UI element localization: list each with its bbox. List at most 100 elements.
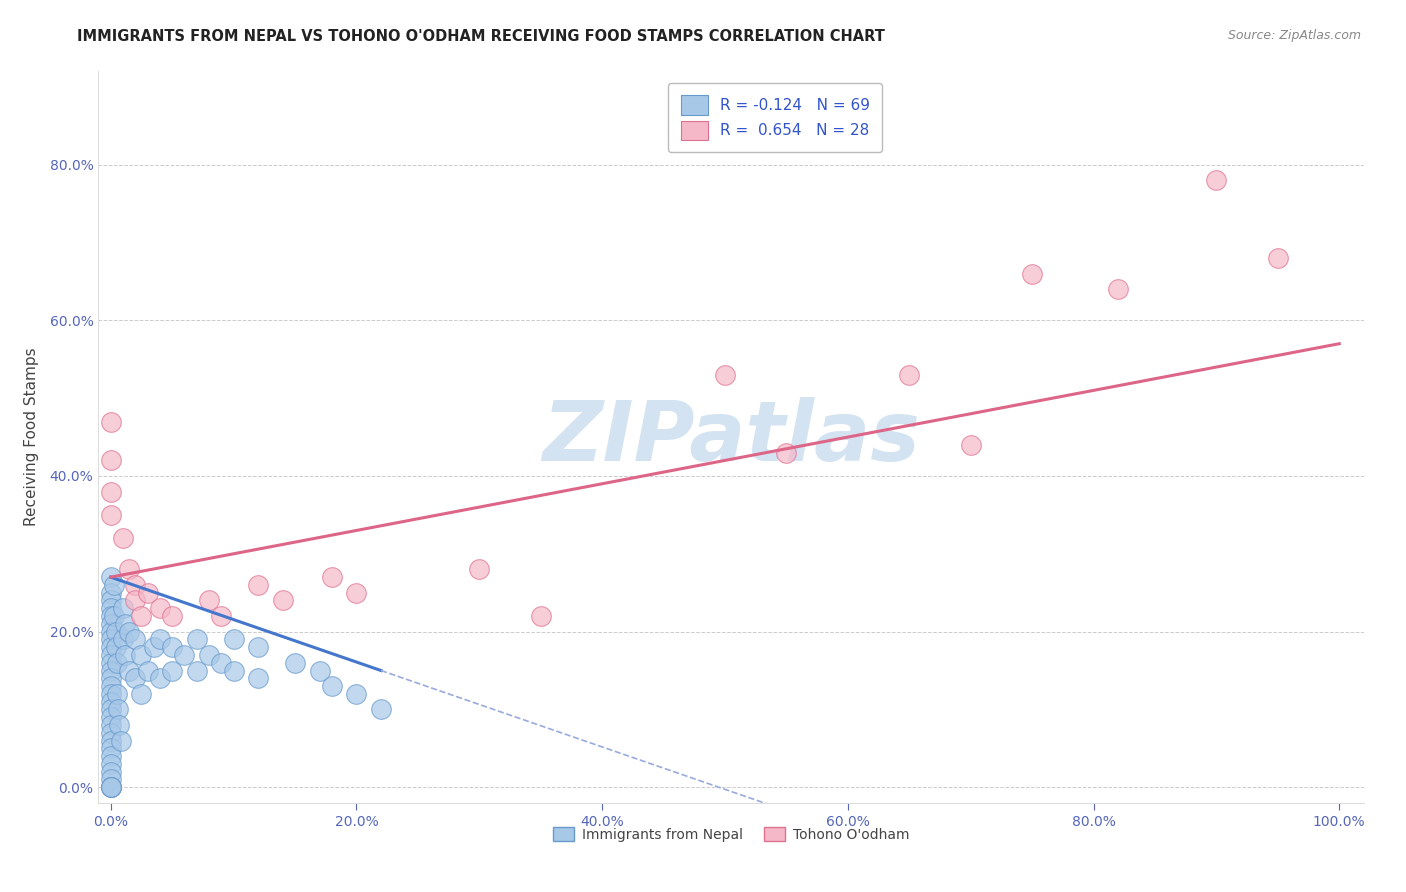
Point bbox=[468, 562, 491, 576]
Point bbox=[198, 648, 221, 662]
Point bbox=[124, 593, 146, 607]
Point bbox=[100, 733, 122, 747]
Point bbox=[284, 656, 307, 670]
Point bbox=[530, 609, 553, 624]
Point bbox=[136, 585, 159, 599]
Point bbox=[131, 609, 153, 624]
Point bbox=[100, 616, 122, 631]
Point bbox=[186, 632, 208, 647]
Point bbox=[105, 656, 128, 670]
Point bbox=[100, 632, 122, 647]
Point bbox=[271, 593, 294, 607]
Point bbox=[100, 679, 122, 693]
Point bbox=[136, 664, 159, 678]
Point bbox=[114, 648, 136, 662]
Point bbox=[222, 664, 245, 678]
Point bbox=[308, 664, 330, 678]
Point bbox=[1107, 282, 1129, 296]
Point bbox=[100, 648, 122, 662]
Point bbox=[100, 484, 122, 499]
Point bbox=[111, 531, 134, 545]
Point bbox=[124, 578, 146, 592]
Point bbox=[100, 725, 122, 739]
Point bbox=[100, 780, 122, 795]
Point bbox=[100, 593, 122, 607]
Point bbox=[124, 671, 146, 685]
Point bbox=[118, 664, 141, 678]
Point bbox=[149, 632, 172, 647]
Point bbox=[100, 601, 122, 615]
Point bbox=[100, 749, 122, 764]
Point bbox=[209, 656, 232, 670]
Point bbox=[114, 616, 136, 631]
Point bbox=[370, 702, 392, 716]
Text: Source: ZipAtlas.com: Source: ZipAtlas.com bbox=[1227, 29, 1361, 43]
Point bbox=[321, 570, 343, 584]
Point bbox=[111, 601, 134, 615]
Point bbox=[186, 664, 208, 678]
Point bbox=[103, 578, 125, 592]
Point bbox=[173, 648, 195, 662]
Point bbox=[100, 756, 122, 771]
Point bbox=[321, 679, 343, 693]
Point bbox=[775, 445, 797, 459]
Point bbox=[100, 695, 122, 709]
Point bbox=[131, 648, 153, 662]
Point bbox=[149, 601, 172, 615]
Point bbox=[118, 562, 141, 576]
Point bbox=[1021, 267, 1043, 281]
Point bbox=[100, 585, 122, 599]
Point bbox=[198, 593, 221, 607]
Point bbox=[131, 687, 153, 701]
Point bbox=[247, 671, 270, 685]
Point bbox=[100, 453, 122, 467]
Point bbox=[142, 640, 165, 655]
Y-axis label: Receiving Food Stamps: Receiving Food Stamps bbox=[24, 348, 38, 526]
Point bbox=[100, 772, 122, 787]
Point bbox=[209, 609, 232, 624]
Point bbox=[149, 671, 172, 685]
Point bbox=[1267, 251, 1289, 265]
Point bbox=[100, 609, 122, 624]
Point bbox=[714, 368, 737, 382]
Point bbox=[110, 733, 132, 747]
Point bbox=[111, 632, 134, 647]
Point bbox=[160, 640, 183, 655]
Point bbox=[100, 718, 122, 732]
Point bbox=[107, 702, 129, 716]
Point bbox=[160, 664, 183, 678]
Text: IMMIGRANTS FROM NEPAL VS TOHONO O'ODHAM RECEIVING FOOD STAMPS CORRELATION CHART: IMMIGRANTS FROM NEPAL VS TOHONO O'ODHAM … bbox=[77, 29, 886, 45]
Point bbox=[104, 640, 127, 655]
Point bbox=[100, 656, 122, 670]
Point bbox=[100, 764, 122, 779]
Point bbox=[100, 687, 122, 701]
Point bbox=[100, 415, 122, 429]
Point bbox=[100, 664, 122, 678]
Point bbox=[100, 702, 122, 716]
Point bbox=[344, 585, 367, 599]
Point bbox=[247, 578, 270, 592]
Legend: Immigrants from Nepal, Tohono O'odham: Immigrants from Nepal, Tohono O'odham bbox=[547, 822, 915, 847]
Point bbox=[160, 609, 183, 624]
Point bbox=[100, 671, 122, 685]
Point bbox=[1205, 173, 1227, 187]
Point bbox=[247, 640, 270, 655]
Point bbox=[100, 710, 122, 724]
Point bbox=[103, 609, 125, 624]
Point bbox=[105, 687, 128, 701]
Point bbox=[100, 640, 122, 655]
Point bbox=[100, 741, 122, 756]
Point bbox=[100, 780, 122, 795]
Point bbox=[100, 570, 122, 584]
Point bbox=[124, 632, 146, 647]
Point bbox=[959, 438, 981, 452]
Point bbox=[898, 368, 921, 382]
Point bbox=[104, 624, 127, 639]
Point bbox=[100, 780, 122, 795]
Point bbox=[100, 780, 122, 795]
Point bbox=[344, 687, 367, 701]
Text: ZIPatlas: ZIPatlas bbox=[543, 397, 920, 477]
Point bbox=[108, 718, 131, 732]
Point bbox=[222, 632, 245, 647]
Point bbox=[118, 624, 141, 639]
